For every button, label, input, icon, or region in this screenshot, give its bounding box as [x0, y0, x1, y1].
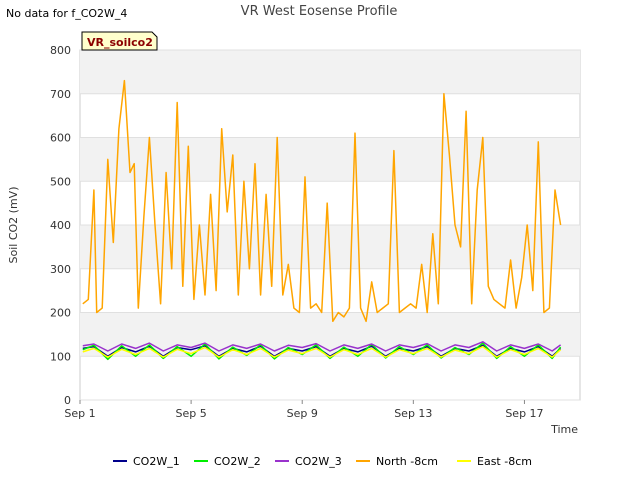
x-tick-label: Sep 9 [287, 407, 318, 420]
series-line-co2w-3 [82, 341, 562, 352]
grid-band [80, 50, 580, 94]
series-line-north-8cm [82, 79, 562, 323]
y-tick-label: 300 [50, 263, 71, 276]
x-tick-label: Sep 17 [505, 407, 543, 420]
x-axis-ticks: Sep 1 Sep 5 Sep 9 Sep 13 Sep 17 [64, 400, 544, 420]
y-tick-label: 100 [50, 350, 71, 363]
site-badge-box [81, 31, 158, 51]
y-tick-label: 500 [50, 175, 71, 188]
y-tick-label: 700 [50, 88, 71, 101]
no-data-message: No data for f_CO2W_4 [6, 7, 127, 20]
y-tick-label: 600 [50, 132, 71, 145]
y-tick-label: 200 [50, 307, 71, 320]
series-lines [82, 79, 562, 361]
site-badge-text: VR_soilco2 [87, 36, 153, 49]
y-axis-label: Soil CO2 (mV) [7, 187, 20, 264]
x-tick-label: Sep 13 [394, 407, 432, 420]
legend-label: CO2W_2 [214, 455, 261, 468]
y-tick-label: 400 [50, 219, 71, 232]
x-axis-label: Time [550, 423, 578, 436]
y-axis-ticks: 0 100 200 300 400 500 600 700 800 [50, 44, 71, 407]
legend: CO2W_1 CO2W_2 CO2W_3 North -8cm East -8cm [113, 455, 532, 468]
grid-bands [80, 50, 580, 357]
site-badge: VR_soilco2 [81, 31, 158, 51]
chart-title: VR West Eosense Profile [241, 4, 398, 19]
series-line-east-8cm [82, 345, 562, 358]
x-tick-label: Sep 5 [175, 407, 206, 420]
legend-label: North -8cm [376, 455, 438, 468]
legend-label: CO2W_1 [133, 455, 180, 468]
legend-label: East -8cm [477, 455, 532, 468]
y-tick-label: 0 [64, 394, 71, 407]
grid-band [80, 312, 580, 357]
legend-label: CO2W_3 [295, 455, 342, 468]
x-tick-label: Sep 1 [64, 407, 95, 420]
grid-band [80, 137, 580, 182]
y-tick-label: 800 [50, 44, 71, 57]
